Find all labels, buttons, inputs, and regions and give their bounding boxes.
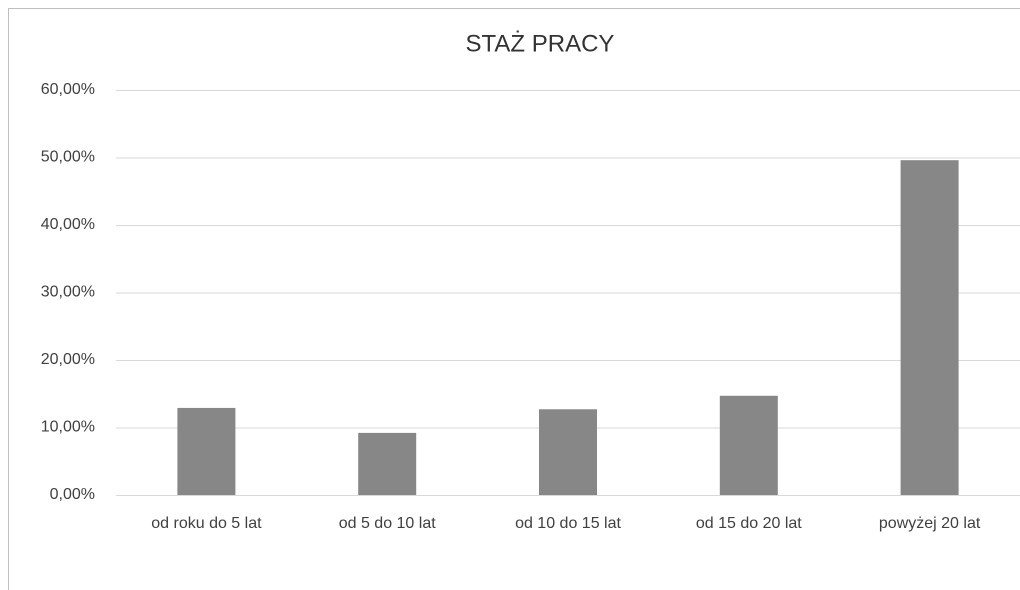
y-tick-label: 40,00% [41, 216, 95, 233]
y-tick-label: 0,00% [50, 486, 95, 503]
bar [358, 432, 417, 495]
bar [177, 407, 236, 495]
y-tick-label: 20,00% [41, 351, 95, 368]
x-tick-label: od 5 do 10 lat [339, 515, 437, 532]
bar [719, 395, 778, 495]
x-tick-label: od 15 do 20 lat [696, 515, 802, 532]
y-tick-label: 60,00% [41, 81, 95, 98]
y-tick-label: 30,00% [41, 284, 95, 301]
bar [539, 409, 597, 495]
chart-title: STAŻ PRACY [466, 30, 615, 57]
x-tick-label: od 10 do 15 lat [515, 515, 621, 532]
y-tick-label: 50,00% [41, 149, 95, 166]
x-tick-label: od roku do 5 lat [151, 515, 262, 532]
x-tick-label: powyżej 20 lat [879, 515, 981, 532]
bar [900, 160, 959, 495]
y-tick-label: 10,00% [41, 419, 95, 436]
